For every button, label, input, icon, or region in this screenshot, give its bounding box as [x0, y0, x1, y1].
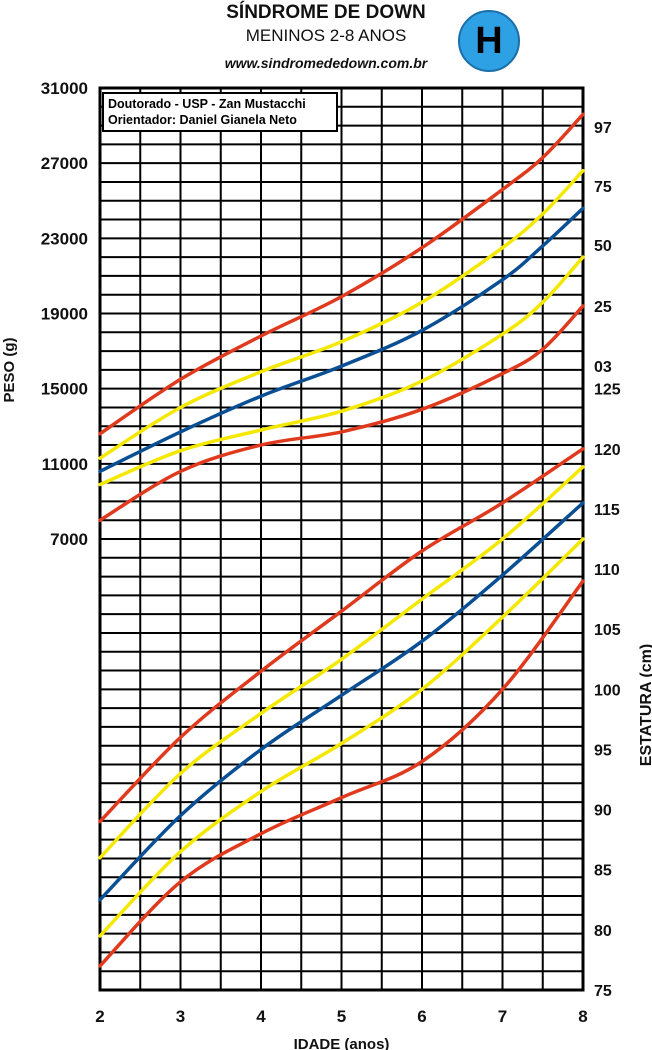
height-tick-label: 80 — [594, 923, 612, 940]
weight-tick-label: 7000 — [50, 530, 88, 549]
x-tick-label: 5 — [337, 1007, 346, 1026]
height-tick-label: 115 — [594, 502, 620, 519]
weight-tick-label: 11000 — [42, 455, 88, 474]
height-p03-line — [98, 579, 585, 968]
percentile-label: 50 — [594, 238, 612, 255]
height-tick-label: 120 — [594, 442, 621, 459]
weight-p97-line — [98, 112, 585, 436]
x-axis-title: IDADE (anos) — [294, 1036, 390, 1050]
percentile-label: 97 — [594, 120, 612, 137]
height-tick-label: 75 — [594, 983, 612, 1000]
x-tick-label: 4 — [256, 1007, 266, 1026]
height-tick-label: 100 — [594, 682, 621, 699]
chart-subtitle: MENINOS 2-8 ANOS — [245, 26, 407, 45]
axis-labels: 2 3 4 5 6 7 8 IDADE (anos) 7000 11000 15000 19000 23… — [1, 79, 652, 1050]
height-p25-line — [98, 537, 585, 938]
x-tick-label: 8 — [578, 1007, 587, 1026]
percentile-label: 75 — [594, 179, 612, 196]
chart-title: SÍNDROME DE DOWN — [226, 2, 426, 23]
weight-tick-label: 23000 — [41, 229, 88, 248]
boys-badge-icon: H — [458, 10, 520, 72]
credit-box: Doutorado - USP - Zan Mustacchi Orientad… — [102, 92, 338, 132]
height-tick-label: 110 — [594, 562, 620, 579]
badge-letter: H — [475, 20, 503, 62]
weight-p50-line — [98, 206, 585, 474]
weight-tick-label: 27000 — [41, 154, 88, 173]
x-tick-label: 7 — [498, 1007, 507, 1026]
height-p75-line — [98, 465, 585, 860]
credit-line-1: Doutorado - USP - Zan Mustacchi — [108, 97, 306, 111]
height-tick-label: 95 — [594, 742, 612, 759]
weight-p25-line — [98, 255, 585, 487]
height-p50-line — [98, 501, 585, 902]
x-tick-label: 6 — [417, 1007, 426, 1026]
weight-p75-line — [98, 168, 585, 460]
height-tick-label: 85 — [594, 863, 612, 880]
height-p97-line — [98, 447, 585, 824]
height-tick-label: 125 — [594, 382, 621, 399]
height-axis-title: ESTATURA (cm) — [638, 644, 652, 766]
weight-axis-title: PESO (g) — [1, 337, 18, 402]
chart-grid — [98, 86, 585, 992]
credit-line-2: Orientador: Daniel Gianela Neto — [108, 113, 297, 127]
height-tick-label: 105 — [594, 622, 621, 639]
weight-tick-label: 15000 — [41, 380, 88, 399]
website-text: www.sindromededown.com.br — [224, 55, 428, 71]
weight-p03-line — [98, 304, 585, 522]
weight-tick-label: 31000 — [41, 79, 88, 98]
x-tick-label: 3 — [176, 1007, 185, 1026]
height-tick-label: 90 — [594, 803, 612, 820]
percentile-label: 25 — [594, 299, 612, 316]
percentile-curves — [98, 112, 585, 968]
percentile-label: 03 — [594, 359, 612, 376]
x-tick-label: 2 — [95, 1007, 104, 1026]
weight-tick-label: 19000 — [41, 305, 88, 324]
